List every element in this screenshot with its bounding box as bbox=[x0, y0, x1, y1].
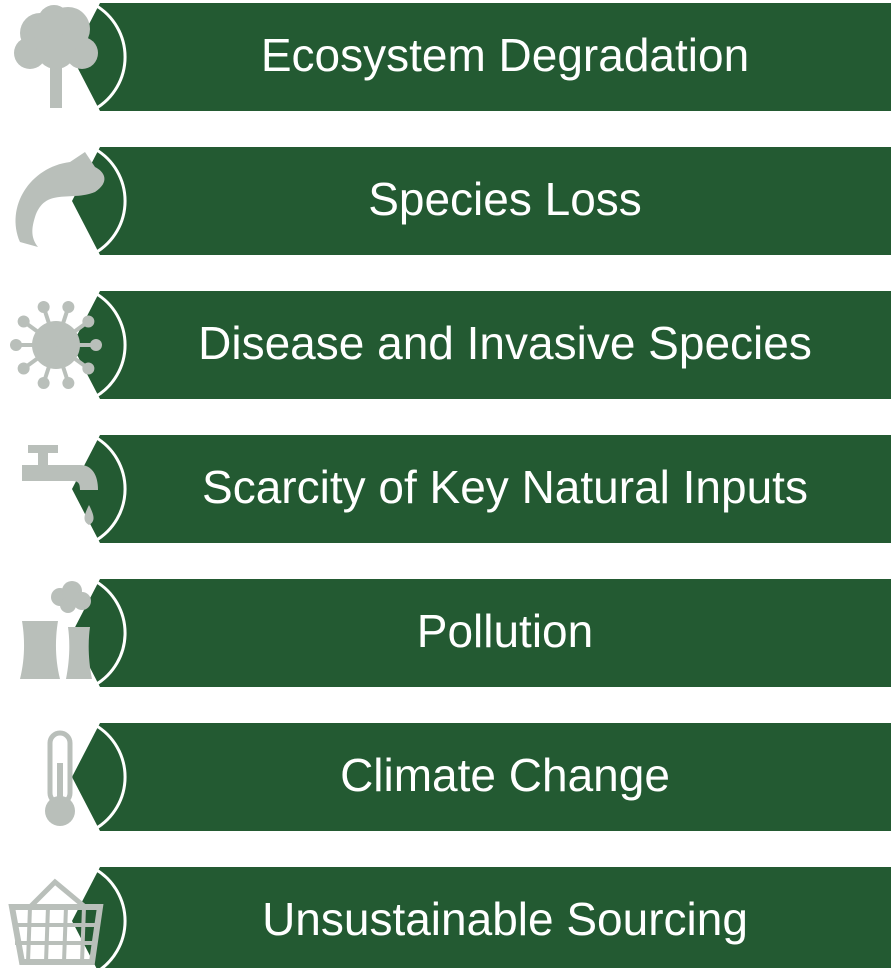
icon bbox=[20, 581, 92, 679]
spike-tip bbox=[10, 339, 22, 351]
risk-label: Scarcity of Key Natural Inputs bbox=[202, 461, 808, 513]
risk-label: Ecosystem Degradation bbox=[261, 29, 749, 81]
smoke bbox=[73, 592, 91, 610]
spike-tip bbox=[82, 315, 95, 328]
spike bbox=[41, 306, 58, 346]
banner-arc bbox=[94, 3, 127, 111]
spike bbox=[22, 343, 58, 371]
stem bbox=[38, 449, 48, 465]
icon bbox=[45, 730, 75, 826]
risk-item: Unsustainable Sourcing bbox=[8, 867, 891, 968]
banner bbox=[72, 435, 891, 543]
banner bbox=[72, 579, 891, 687]
icon bbox=[8, 878, 104, 965]
icon bbox=[15, 152, 105, 247]
banner-arc bbox=[94, 291, 127, 399]
mercury bbox=[57, 763, 63, 808]
spike-tip bbox=[82, 362, 95, 375]
spike-tip bbox=[37, 300, 50, 313]
icon bbox=[22, 445, 98, 525]
banner-arc bbox=[94, 435, 127, 543]
banner bbox=[72, 723, 891, 831]
leaf bbox=[36, 29, 76, 69]
risk-label: Disease and Invasive Species bbox=[198, 317, 812, 369]
banner-arc bbox=[94, 579, 127, 687]
leaf bbox=[38, 5, 70, 37]
spike bbox=[54, 306, 71, 346]
grid bbox=[80, 906, 86, 963]
risk-item: Ecosystem Degradation bbox=[14, 3, 891, 111]
drop bbox=[84, 505, 94, 525]
banner-arc bbox=[94, 147, 127, 255]
trunk bbox=[50, 58, 62, 108]
spike-tip bbox=[37, 377, 50, 390]
tower2 bbox=[66, 627, 92, 679]
grid bbox=[44, 906, 50, 963]
banner bbox=[72, 291, 891, 399]
spike-tip bbox=[17, 315, 30, 328]
risk-label: Species Loss bbox=[368, 173, 642, 225]
spike bbox=[41, 344, 58, 384]
spike-tip bbox=[17, 362, 30, 375]
banner-arc bbox=[94, 867, 127, 968]
tower bbox=[20, 621, 60, 679]
spike bbox=[22, 319, 58, 347]
spike bbox=[54, 344, 71, 384]
risk-item: Pollution bbox=[20, 579, 891, 687]
risk-item: Disease and Invasive Species bbox=[10, 291, 891, 399]
whale bbox=[15, 152, 105, 247]
spike-tip bbox=[62, 300, 75, 313]
risk-item: Scarcity of Key Natural Inputs bbox=[22, 435, 891, 543]
spout bbox=[22, 465, 98, 490]
spike-tip bbox=[62, 377, 75, 390]
grid bbox=[62, 906, 68, 963]
spike-tip bbox=[90, 339, 102, 351]
banner bbox=[72, 147, 891, 255]
grid bbox=[26, 906, 32, 963]
banner-arc bbox=[94, 723, 127, 831]
icon bbox=[14, 5, 98, 108]
risk-item: Species Loss bbox=[15, 147, 891, 255]
risk-label: Unsustainable Sourcing bbox=[262, 893, 748, 945]
spike bbox=[54, 343, 90, 371]
handle bbox=[28, 878, 87, 909]
banner bbox=[72, 867, 891, 968]
banner bbox=[72, 3, 891, 111]
smoke bbox=[60, 597, 76, 613]
risk-label: Pollution bbox=[417, 605, 593, 657]
icon bbox=[10, 300, 102, 390]
bulb bbox=[45, 796, 75, 826]
spike bbox=[54, 319, 90, 347]
risk-label: Climate Change bbox=[340, 749, 670, 801]
risk-item: Climate Change bbox=[45, 723, 891, 831]
